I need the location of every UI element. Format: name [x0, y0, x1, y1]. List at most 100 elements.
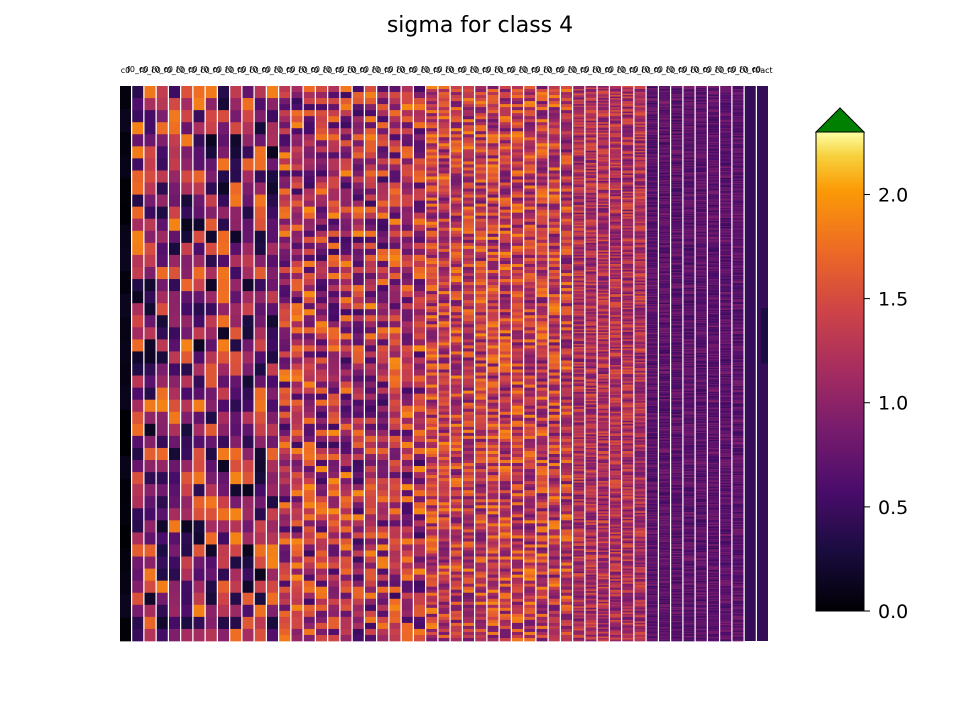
heatmap-cell [597, 460, 609, 462]
heatmap-cell [536, 610, 548, 615]
heatmap-cell [438, 532, 450, 536]
heatmap-cell [536, 306, 548, 310]
heatmap-cell [512, 167, 523, 171]
heatmap-cell [340, 315, 352, 322]
heatmap-cell [328, 242, 340, 250]
heatmap-cell [475, 607, 487, 612]
heatmap-cell [414, 279, 425, 286]
heatmap-cell [340, 375, 352, 382]
heatmap-cell [144, 170, 156, 183]
heatmap-cell [585, 285, 597, 287]
heatmap-cell [218, 146, 229, 159]
heatmap-cell [573, 416, 585, 419]
heatmap-cell [597, 375, 609, 378]
heatmap-cell [487, 260, 499, 265]
heatmap-cell [512, 209, 523, 214]
heatmap-cell [487, 490, 499, 494]
heatmap-cell [303, 140, 315, 147]
heatmap-cell [426, 116, 438, 120]
heatmap-cell [512, 447, 523, 452]
heatmap-cell [585, 129, 597, 132]
heatmap-cell [377, 580, 389, 588]
heatmap-cell [438, 312, 450, 316]
heatmap-cell [389, 146, 401, 153]
heatmap-cell [267, 435, 278, 449]
heatmap-cell [365, 92, 376, 99]
heatmap-cell [463, 517, 474, 521]
heatmap-cell [573, 132, 585, 135]
heatmap-cell [548, 484, 560, 488]
heatmap-cell [475, 230, 487, 235]
heatmap-cell [585, 205, 597, 208]
heatmap-cell [585, 238, 597, 241]
heatmap-cell [156, 134, 168, 147]
heatmap-cell [512, 547, 523, 551]
heatmap-cell [573, 541, 585, 544]
heatmap-cell [585, 482, 597, 485]
heatmap-cell [499, 490, 511, 494]
heatmap-cell [144, 266, 156, 280]
heatmap-cell [512, 541, 523, 545]
heatmap-cell [499, 92, 511, 96]
heatmap-cell [438, 206, 450, 211]
heatmap-cell [120, 363, 131, 387]
heatmap-cell [573, 135, 585, 138]
heatmap-cell [573, 490, 585, 493]
heatmap-cell [475, 532, 487, 536]
heatmap-cell [585, 628, 597, 631]
heatmap-cell [426, 595, 438, 600]
heatmap-cell [548, 502, 560, 506]
heatmap-cell [316, 285, 327, 292]
heatmap-cell [597, 150, 609, 153]
heatmap-cell [303, 466, 315, 473]
heatmap-cell [450, 107, 462, 111]
heatmap-cell [585, 619, 597, 622]
heatmap-cell [352, 260, 364, 268]
heatmap-cell [401, 532, 413, 539]
heatmap-cell [597, 260, 609, 263]
heatmap-cell [401, 116, 413, 123]
heatmap-cell [291, 520, 303, 527]
heatmap-cell [597, 248, 609, 251]
heatmap-cell [426, 463, 438, 467]
heatmap-cell [450, 619, 462, 624]
heatmap-cell [426, 131, 438, 135]
heatmap-cell [291, 273, 303, 280]
heatmap-cell [585, 199, 597, 201]
heatmap-cell [132, 423, 144, 437]
heatmap-cell [267, 447, 278, 461]
heatmap-cell [377, 152, 389, 159]
heatmap-cell [524, 414, 536, 419]
heatmap-cell [426, 233, 438, 238]
heatmap-cell [585, 310, 597, 313]
heatmap-cell [303, 345, 315, 352]
heatmap-cell [585, 473, 597, 476]
heatmap-cell [499, 372, 511, 376]
heatmap-cell [585, 128, 597, 131]
heatmap-cell [120, 201, 131, 226]
heatmap-cell [585, 532, 597, 535]
heatmap-cell [279, 92, 291, 99]
column-label: f0_c0 [519, 65, 540, 74]
heatmap-cell [585, 622, 597, 625]
heatmap-cell [536, 194, 548, 198]
heatmap-cell [475, 556, 487, 560]
heatmap-cell [450, 381, 462, 385]
heatmap-cell [156, 303, 168, 316]
heatmap-cell [585, 389, 597, 391]
heatmap-cell [573, 601, 585, 604]
heatmap-cell [573, 235, 585, 238]
heatmap-cell [524, 273, 536, 277]
heatmap-cell [450, 523, 462, 527]
heatmap-cell [193, 580, 205, 594]
heatmap-cell [156, 411, 168, 425]
heatmap-cell [438, 592, 450, 597]
heatmap-cell [548, 140, 560, 144]
heatmap-cell [352, 357, 364, 364]
heatmap-cell [169, 158, 180, 171]
heatmap-cell [524, 128, 536, 132]
heatmap-cell [365, 297, 376, 304]
heatmap-cell [377, 453, 389, 461]
heatmap-cell [524, 529, 536, 533]
heatmap-cell [316, 441, 327, 449]
